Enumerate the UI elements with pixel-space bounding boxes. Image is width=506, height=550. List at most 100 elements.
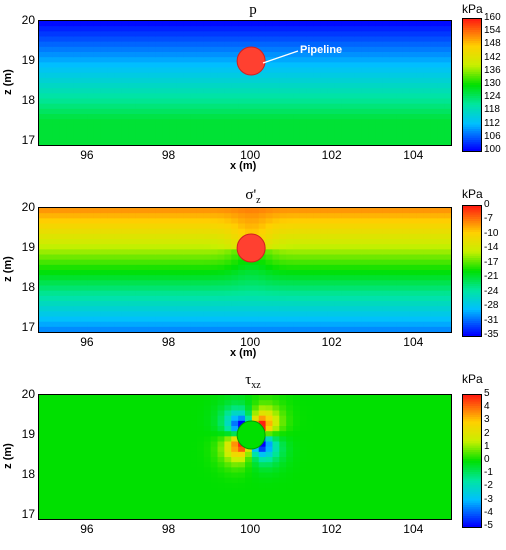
- heatmap-cell: [66, 62, 74, 69]
- heatmap-cell: [128, 21, 136, 27]
- heatmap-cell: [155, 239, 164, 245]
- heatmap-cell: [444, 306, 451, 312]
- heatmap-cell: [114, 119, 122, 125]
- heatmap-cell: [382, 249, 390, 256]
- heatmap-cell: [169, 457, 177, 463]
- heatmap-cell: [107, 21, 116, 27]
- heatmap-cell: [148, 52, 157, 58]
- heatmap-cell: [279, 415, 287, 422]
- heatmap-cell: [368, 275, 377, 281]
- heatmap-cell: [210, 36, 219, 43]
- heatmap-cell: [382, 72, 390, 79]
- heatmap-cell: [396, 208, 404, 214]
- heatmap-cell: [382, 57, 390, 63]
- heatmap-cell: [382, 218, 390, 225]
- heatmap-cell: [107, 223, 116, 230]
- heatmap-cell: [107, 218, 116, 225]
- heatmap-cell: [265, 52, 274, 58]
- heatmap-cell: [87, 295, 95, 302]
- heatmap-cell: [155, 41, 164, 48]
- heatmap-cell: [245, 223, 253, 230]
- heatmap-cell: [148, 493, 157, 499]
- colorbar-segment: [463, 247, 481, 250]
- heatmap-cell: [196, 239, 205, 245]
- heatmap-cell: [135, 41, 143, 48]
- heatmap-cell: [334, 26, 342, 32]
- heatmap-cell: [409, 311, 418, 318]
- heatmap-cell: [217, 67, 225, 74]
- heatmap-cell: [238, 508, 246, 515]
- heatmap-cell: [437, 462, 445, 468]
- heatmap-cell: [100, 426, 109, 432]
- heatmap-cell: [183, 295, 191, 302]
- heatmap-cell: [320, 280, 328, 287]
- heatmap-cell: [327, 405, 335, 412]
- heatmap-cell: [87, 72, 95, 79]
- heatmap-cell: [348, 513, 356, 519]
- heatmap-cell: [128, 280, 136, 287]
- heatmap-cell: [176, 285, 184, 292]
- heatmap-cell: [52, 467, 61, 474]
- heatmap-cell: [224, 436, 232, 443]
- colorbar-segment: [463, 63, 481, 66]
- heatmap-cell: [286, 46, 294, 53]
- heatmap-cell: [210, 493, 219, 499]
- heatmap-cell: [87, 208, 95, 214]
- heatmap-cell: [361, 239, 370, 245]
- heatmap-cell: [155, 420, 164, 427]
- heatmap-cell: [348, 239, 356, 245]
- heatmap-cell: [279, 239, 287, 245]
- heatmap-cell: [142, 108, 150, 115]
- heatmap-cell: [238, 285, 246, 292]
- heatmap-cell: [423, 477, 431, 484]
- heatmap-cell: [135, 31, 143, 38]
- heatmap-cell: [155, 446, 164, 453]
- heatmap-cell: [52, 451, 61, 458]
- heatmap-cell: [258, 295, 267, 302]
- heatmap-cell: [148, 316, 157, 323]
- heatmap-cell: [341, 410, 349, 417]
- heatmap-cell: [258, 139, 267, 145]
- heatmap-cell: [128, 249, 136, 256]
- heatmap-cell: [361, 275, 370, 281]
- heatmap-cell: [306, 420, 315, 427]
- heatmap-cell: [217, 98, 225, 105]
- heatmap-cell: [279, 72, 287, 79]
- heatmap-cell: [368, 431, 377, 437]
- heatmap-cell: [327, 477, 335, 484]
- heatmap-cell: [341, 41, 349, 48]
- heatmap-cell: [155, 139, 164, 145]
- heatmap-cell: [93, 488, 102, 494]
- heatmap-cell: [39, 270, 47, 276]
- heatmap-cell: [107, 436, 116, 443]
- heatmap-cell: [39, 98, 47, 105]
- heatmap-cell: [107, 503, 116, 510]
- heatmap-cell: [279, 295, 287, 302]
- heatmap-cell: [66, 285, 74, 292]
- heatmap-cell: [107, 124, 116, 131]
- heatmap-cell: [224, 77, 232, 84]
- heatmap-cell: [327, 431, 335, 437]
- heatmap-cell: [361, 321, 370, 328]
- heatmap-cell: [416, 503, 425, 510]
- heatmap-cell: [293, 467, 301, 474]
- heatmap-cell: [341, 77, 349, 84]
- heatmap-cell: [52, 208, 61, 214]
- heatmap-cell: [45, 239, 54, 245]
- heatmap-cell: [320, 503, 328, 510]
- heatmap-cell: [299, 400, 308, 406]
- heatmap-cell: [114, 420, 122, 427]
- heatmap-cell: [107, 208, 116, 214]
- heatmap-cell: [80, 233, 88, 240]
- heatmap-cell: [245, 103, 253, 110]
- heatmap-cell: [210, 405, 219, 412]
- heatmap-cell: [59, 244, 68, 250]
- heatmap-cell: [272, 77, 280, 84]
- heatmap-cell: [107, 513, 116, 519]
- heatmap-cell: [59, 21, 68, 27]
- colorbar-gradient: [463, 206, 481, 337]
- heatmap-cell: [409, 139, 418, 145]
- heatmap-cell: [142, 83, 150, 89]
- heatmap-cell: [148, 290, 157, 297]
- heatmap-cell: [334, 213, 342, 219]
